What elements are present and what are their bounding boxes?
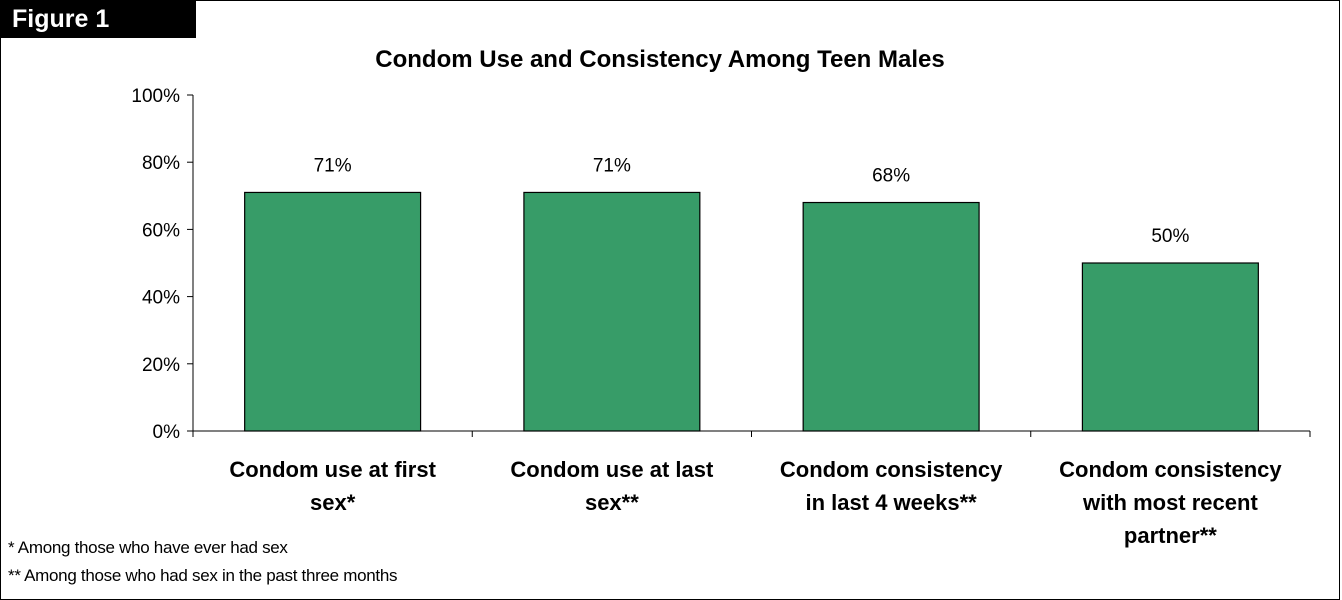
- x-category-label: with most recent: [1082, 490, 1258, 515]
- bar: [1081, 262, 1259, 432]
- chart-title: Condom Use and Consistency Among Teen Ma…: [375, 46, 945, 73]
- x-category-label: sex*: [310, 490, 356, 515]
- x-category-label: Condom consistency: [1059, 457, 1282, 482]
- x-category-label: sex**: [585, 490, 639, 515]
- x-category-label: in last 4 weeks**: [806, 490, 978, 515]
- footnote-1: * Among those who have ever had sex: [8, 538, 288, 557]
- y-tick-label: 0%: [153, 422, 181, 443]
- y-tick-label: 40%: [142, 288, 180, 309]
- y-tick-label: 20%: [142, 355, 180, 376]
- data-label: 71%: [314, 155, 352, 176]
- y-tick-label: 100%: [131, 86, 180, 107]
- x-category-label: Condom use at last: [510, 457, 714, 482]
- x-category-label: Condom use at first: [229, 457, 436, 482]
- y-tick-label: 60%: [142, 220, 180, 241]
- data-label: 68%: [872, 166, 910, 187]
- x-category-label: Condom consistency: [780, 457, 1003, 482]
- y-tick-label: 80%: [142, 153, 180, 174]
- footnote-2: ** Among those who had sex in the past t…: [8, 566, 398, 585]
- data-label: 71%: [593, 155, 631, 176]
- data-label: 50%: [1151, 226, 1189, 247]
- bar: [802, 201, 980, 432]
- figure-label: Figure 1: [0, 0, 196, 38]
- bar: [244, 191, 422, 432]
- bar: [523, 191, 701, 432]
- x-category-label: partner**: [1124, 523, 1217, 548]
